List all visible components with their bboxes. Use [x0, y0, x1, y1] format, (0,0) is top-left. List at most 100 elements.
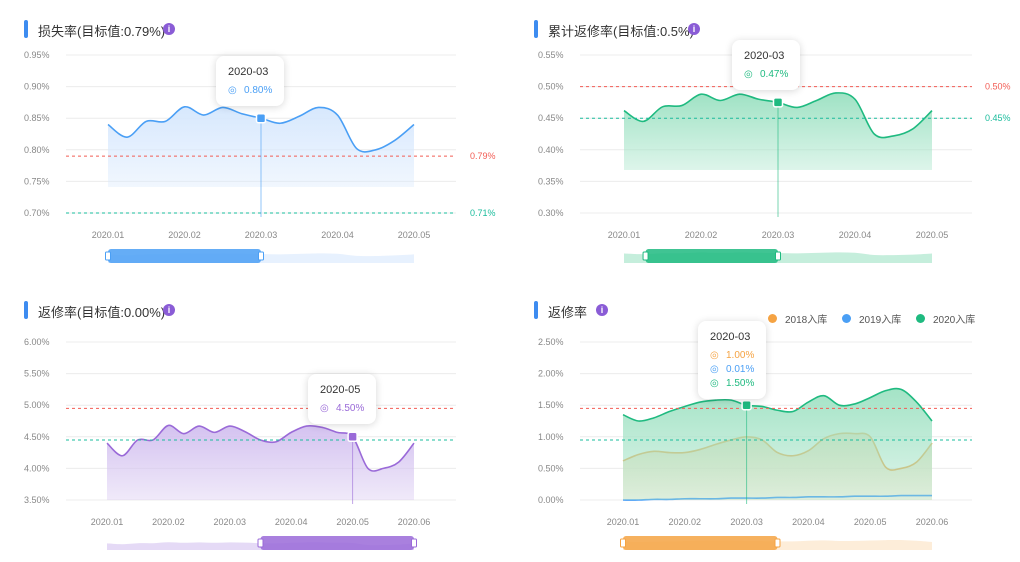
tooltip-title: 2020-03	[228, 66, 269, 78]
tooltip: 2020-03 ◎ 0.47%	[732, 40, 801, 90]
y-tick-label: 0.40%	[538, 145, 564, 155]
info-icon[interactable]: i	[596, 304, 608, 316]
chart-title: 返修率	[548, 305, 588, 320]
y-tick-label: 1.00%	[538, 432, 564, 442]
title-accent-bar	[24, 301, 28, 319]
tooltip-value: 1.00%	[726, 350, 755, 361]
slider-window[interactable]	[645, 249, 778, 263]
series-area	[107, 425, 414, 500]
x-tick-label: 2020.04	[792, 517, 825, 527]
tooltip-value: 0.01%	[726, 364, 755, 375]
slider-handle[interactable]	[411, 538, 417, 548]
chart-panel-loss-rate: 损失率(目标值:0.79%) i 0.70% 0.75% 0.80% 0.85% 0.9…	[0, 0, 510, 281]
x-tick-label: 2020.01	[608, 230, 641, 240]
tooltip-value: 0.47%	[760, 69, 789, 80]
tooltip-row: ◎ 4.50%	[320, 402, 364, 416]
legend-item-2018[interactable]: 2018入库	[768, 311, 827, 326]
slider-handle[interactable]	[775, 251, 781, 261]
x-tick-label: 2020.05	[336, 517, 369, 527]
target-icon: ◎	[744, 69, 753, 80]
chart-svg: 0.30% 0.35% 0.40% 0.45% 0.50% 0.55% 2020.01 202…	[538, 50, 1011, 263]
tooltip-value: 0.80%	[244, 85, 273, 96]
x-tick-label: 2020.03	[214, 517, 247, 527]
info-icon[interactable]: i	[163, 304, 175, 316]
info-icon[interactable]: i	[163, 23, 175, 35]
info-icon[interactable]: i	[688, 23, 700, 35]
highlight-point	[255, 112, 267, 124]
x-tick-label: 2020.01	[91, 517, 124, 527]
x-tick-label: 2020.02	[152, 517, 185, 527]
highlight-point	[772, 97, 784, 108]
slider-handle[interactable]	[642, 251, 649, 261]
tooltip-row: ◎ 1.50%	[710, 377, 754, 391]
tooltip-value: 1.50%	[726, 378, 755, 389]
title-accent-bar	[24, 20, 28, 38]
legend-label: 2018入库	[785, 315, 828, 326]
y-tick-label: 0.00%	[538, 495, 564, 505]
chart-title: 损失率(目标值:0.79%)	[38, 24, 166, 39]
x-tick-label: 2020.05	[398, 230, 431, 240]
y-tick-label: 2.50%	[538, 337, 564, 347]
tooltip-row: ◎ 1.00%	[710, 349, 754, 363]
tooltip: 2020-03 ◎ 0.80%	[216, 56, 285, 106]
x-tick-label: 2020.06	[398, 517, 431, 527]
x-tick-label: 2020.06	[916, 517, 949, 527]
legend-label: 2020入库	[933, 315, 976, 326]
title-accent-bar	[534, 301, 538, 319]
legend-dot	[842, 314, 851, 323]
slider-window[interactable]	[108, 249, 261, 263]
chart-panel-repair-rate-by-year: 返修率 i 2018入库 2019入库 2020入库 0.00% 0.50% 1.0…	[510, 281, 1020, 562]
x-tick-label: 2020.05	[916, 230, 949, 240]
x-tick-label: 2020.02	[685, 230, 718, 240]
x-tick-label: 2020.03	[762, 230, 795, 240]
y-tick-label: 0.55%	[538, 50, 564, 60]
tooltip-title: 2020-03	[744, 50, 785, 62]
slider-window[interactable]	[260, 536, 415, 550]
tooltip-value: 4.50%	[336, 403, 365, 414]
y-tick-label: 2.00%	[538, 369, 564, 379]
target-icon: ◎	[228, 85, 237, 96]
y-tick-label: 4.00%	[24, 463, 50, 473]
y-tick-label: 0.75%	[24, 176, 50, 186]
slider-handle[interactable]	[105, 251, 111, 261]
title-accent-bar	[534, 20, 538, 38]
slider-window[interactable]	[623, 536, 778, 550]
y-tick-label: 0.70%	[24, 208, 50, 218]
highlight-point	[347, 431, 358, 443]
y-tick-label: 0.35%	[538, 176, 564, 186]
tooltip-row: ◎ 0.47%	[744, 68, 788, 82]
x-tick-label: 2020.05	[854, 517, 887, 527]
y-tick-label: 0.85%	[24, 113, 50, 123]
x-tick-label: 2020.04	[321, 230, 354, 240]
tooltip: 2020-05 ◎ 4.50%	[308, 374, 377, 424]
chart-panel-repair-rate: 返修率(目标值:0.00%) i 3.50% 4.00% 4.50% 5.00% 5.5…	[0, 281, 510, 562]
y-tick-label: 0.50%	[538, 82, 564, 92]
slider-handle[interactable]	[620, 538, 626, 548]
x-tick-label: 2020.01	[607, 517, 640, 527]
y-tick-label: 4.50%	[24, 432, 50, 442]
reference-line-label: 0.79%	[470, 151, 496, 161]
x-tick-label: 2020.03	[730, 517, 763, 527]
chart-svg: 3.50% 4.00% 4.50% 5.00% 5.50% 6.00% 2020.01 202…	[24, 337, 456, 550]
legend-dot	[768, 314, 777, 323]
chart-svg: 0.00% 0.50% 1.00% 1.50% 2.00% 2.50% 2020.01 202…	[538, 337, 972, 550]
y-tick-label: 1.50%	[538, 400, 564, 410]
y-tick-label: 0.30%	[538, 208, 564, 218]
legend-label: 2019入库	[859, 315, 902, 326]
slider-handle[interactable]	[257, 538, 264, 548]
x-tick-label: 2020.02	[669, 517, 702, 527]
legend-item-2019[interactable]: 2019入库	[842, 311, 901, 326]
slider-handle[interactable]	[774, 538, 781, 548]
x-tick-label: 2020.04	[839, 230, 872, 240]
y-tick-label: 0.50%	[538, 463, 564, 473]
y-tick-label: 0.80%	[24, 145, 50, 155]
y-tick-label: 0.95%	[24, 50, 50, 60]
reference-line-label: 0.50%	[985, 82, 1011, 92]
x-tick-label: 2020.03	[245, 230, 278, 240]
slider-handle[interactable]	[258, 251, 264, 261]
target-icon: ◎	[710, 378, 719, 389]
chart-panel-cumulative-repair-rate: 累计返修率(目标值:0.5%) i 0.30% 0.35% 0.40% 0.45% 0.…	[510, 0, 1020, 281]
chart-svg: 0.70% 0.75% 0.80% 0.85% 0.90% 0.95% 2020.01 202…	[24, 50, 496, 263]
series-line	[622, 387, 933, 422]
legend-item-2020[interactable]: 2020入库	[916, 311, 975, 326]
